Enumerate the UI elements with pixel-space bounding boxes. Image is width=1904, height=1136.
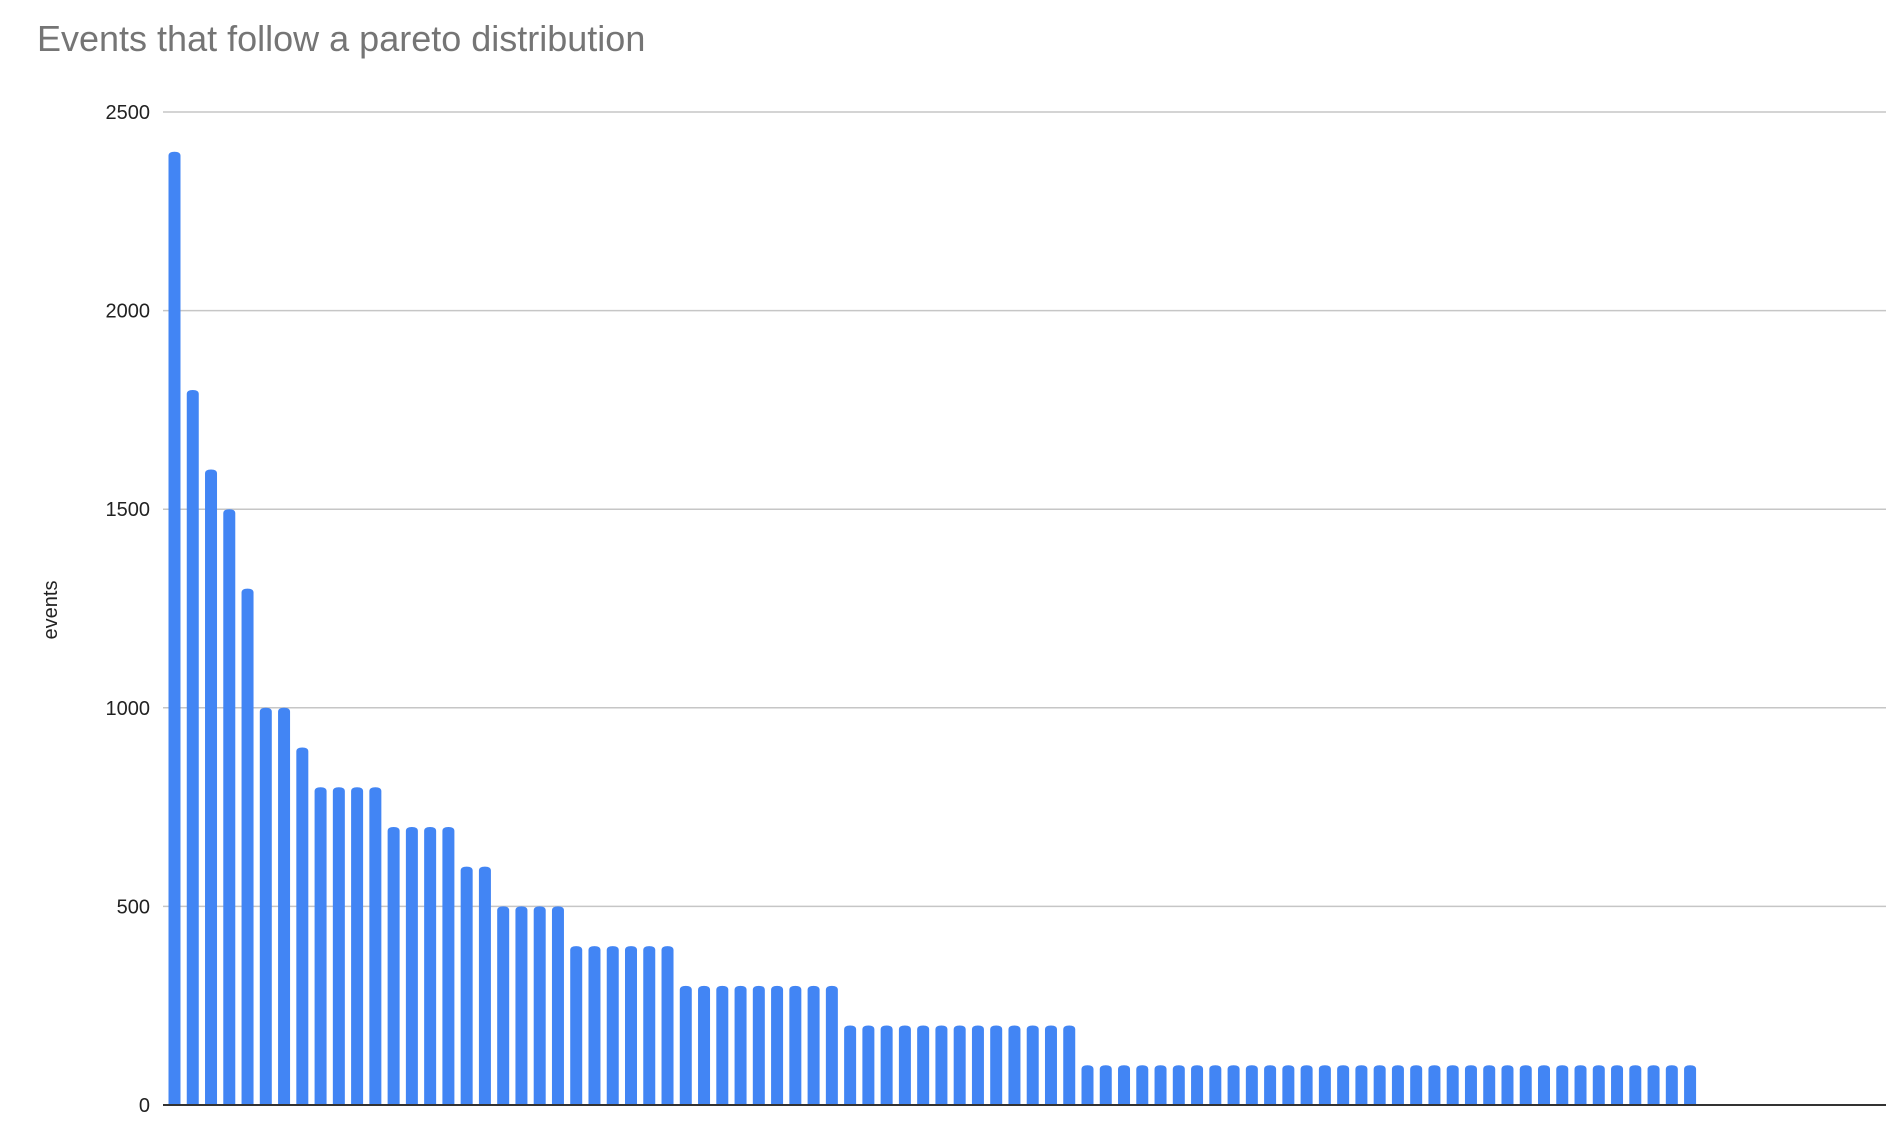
y-tick-label: 2500 [106, 102, 151, 124]
bar [880, 1025, 893, 1105]
y-axis-label: events [40, 581, 62, 640]
bar [1099, 1065, 1112, 1105]
bar [515, 906, 528, 1105]
bar [314, 787, 327, 1105]
bar [460, 866, 473, 1105]
bar [442, 826, 455, 1105]
bar [551, 906, 564, 1105]
bar [1556, 1065, 1569, 1105]
bar [953, 1025, 966, 1105]
chart-title: Events that follow a pareto distribution [37, 18, 646, 59]
bar [1501, 1065, 1514, 1105]
bar [405, 826, 418, 1105]
bar [168, 151, 181, 1106]
bar [1063, 1025, 1076, 1105]
bar [1300, 1065, 1313, 1105]
bar [1081, 1065, 1094, 1105]
y-tick-label: 0 [139, 1095, 150, 1117]
bar [1428, 1065, 1441, 1105]
bar [1519, 1065, 1532, 1105]
bar [570, 946, 583, 1105]
bar [606, 946, 619, 1105]
bar [935, 1025, 948, 1105]
y-tick-label: 1000 [106, 698, 151, 720]
bar [1464, 1065, 1477, 1105]
bar [698, 985, 711, 1105]
bar [807, 985, 820, 1105]
bar [533, 906, 546, 1105]
bar [1611, 1065, 1624, 1105]
y-tick-label: 2000 [106, 301, 151, 323]
bar [1446, 1065, 1459, 1105]
bar [241, 588, 254, 1105]
bar [1154, 1065, 1167, 1105]
bar [862, 1025, 875, 1105]
bar [478, 866, 491, 1105]
bar [625, 946, 637, 1105]
bar [1172, 1065, 1185, 1105]
bar [1592, 1065, 1605, 1105]
bar [205, 469, 218, 1106]
bar [1337, 1065, 1350, 1105]
bar [259, 707, 272, 1105]
bar [917, 1025, 930, 1105]
bar [844, 1025, 857, 1105]
bar [223, 509, 236, 1105]
bar [971, 1025, 984, 1105]
bar [1629, 1065, 1642, 1105]
bar [1245, 1065, 1258, 1105]
bar [1574, 1065, 1587, 1105]
bar [1355, 1065, 1368, 1105]
bar [716, 985, 729, 1105]
bar [186, 390, 199, 1105]
bar [990, 1025, 1003, 1105]
bar [332, 787, 345, 1105]
bar [1391, 1065, 1404, 1105]
bar [1647, 1065, 1660, 1105]
bar [1538, 1065, 1550, 1105]
bar [789, 985, 802, 1105]
bar [752, 985, 765, 1105]
bar [1264, 1065, 1277, 1105]
bar [278, 707, 291, 1105]
bar [497, 906, 510, 1105]
bar [661, 946, 674, 1105]
bar [1118, 1065, 1131, 1105]
bar [351, 787, 364, 1105]
bar [1282, 1065, 1295, 1105]
bar [1008, 1025, 1021, 1105]
bar [1026, 1025, 1039, 1105]
bar [1684, 1065, 1697, 1105]
bar [1227, 1065, 1240, 1105]
bar [825, 985, 838, 1105]
bar [1318, 1065, 1331, 1105]
bar [1044, 1025, 1057, 1105]
bar [1209, 1065, 1222, 1105]
bar [679, 985, 692, 1105]
bar [1136, 1065, 1149, 1105]
bar [771, 985, 784, 1105]
y-tick-label: 1500 [106, 499, 151, 521]
bar [1665, 1065, 1678, 1105]
bar [734, 985, 747, 1105]
bar [369, 787, 382, 1105]
bar [1410, 1065, 1423, 1105]
bar [588, 946, 601, 1105]
bar [898, 1025, 911, 1105]
bar [1483, 1065, 1496, 1105]
bar [643, 946, 656, 1105]
bar [387, 826, 400, 1105]
y-tick-label: 500 [117, 896, 150, 918]
bar [1373, 1065, 1386, 1105]
bar [424, 826, 437, 1105]
bar [1191, 1065, 1204, 1105]
bar [296, 747, 309, 1105]
